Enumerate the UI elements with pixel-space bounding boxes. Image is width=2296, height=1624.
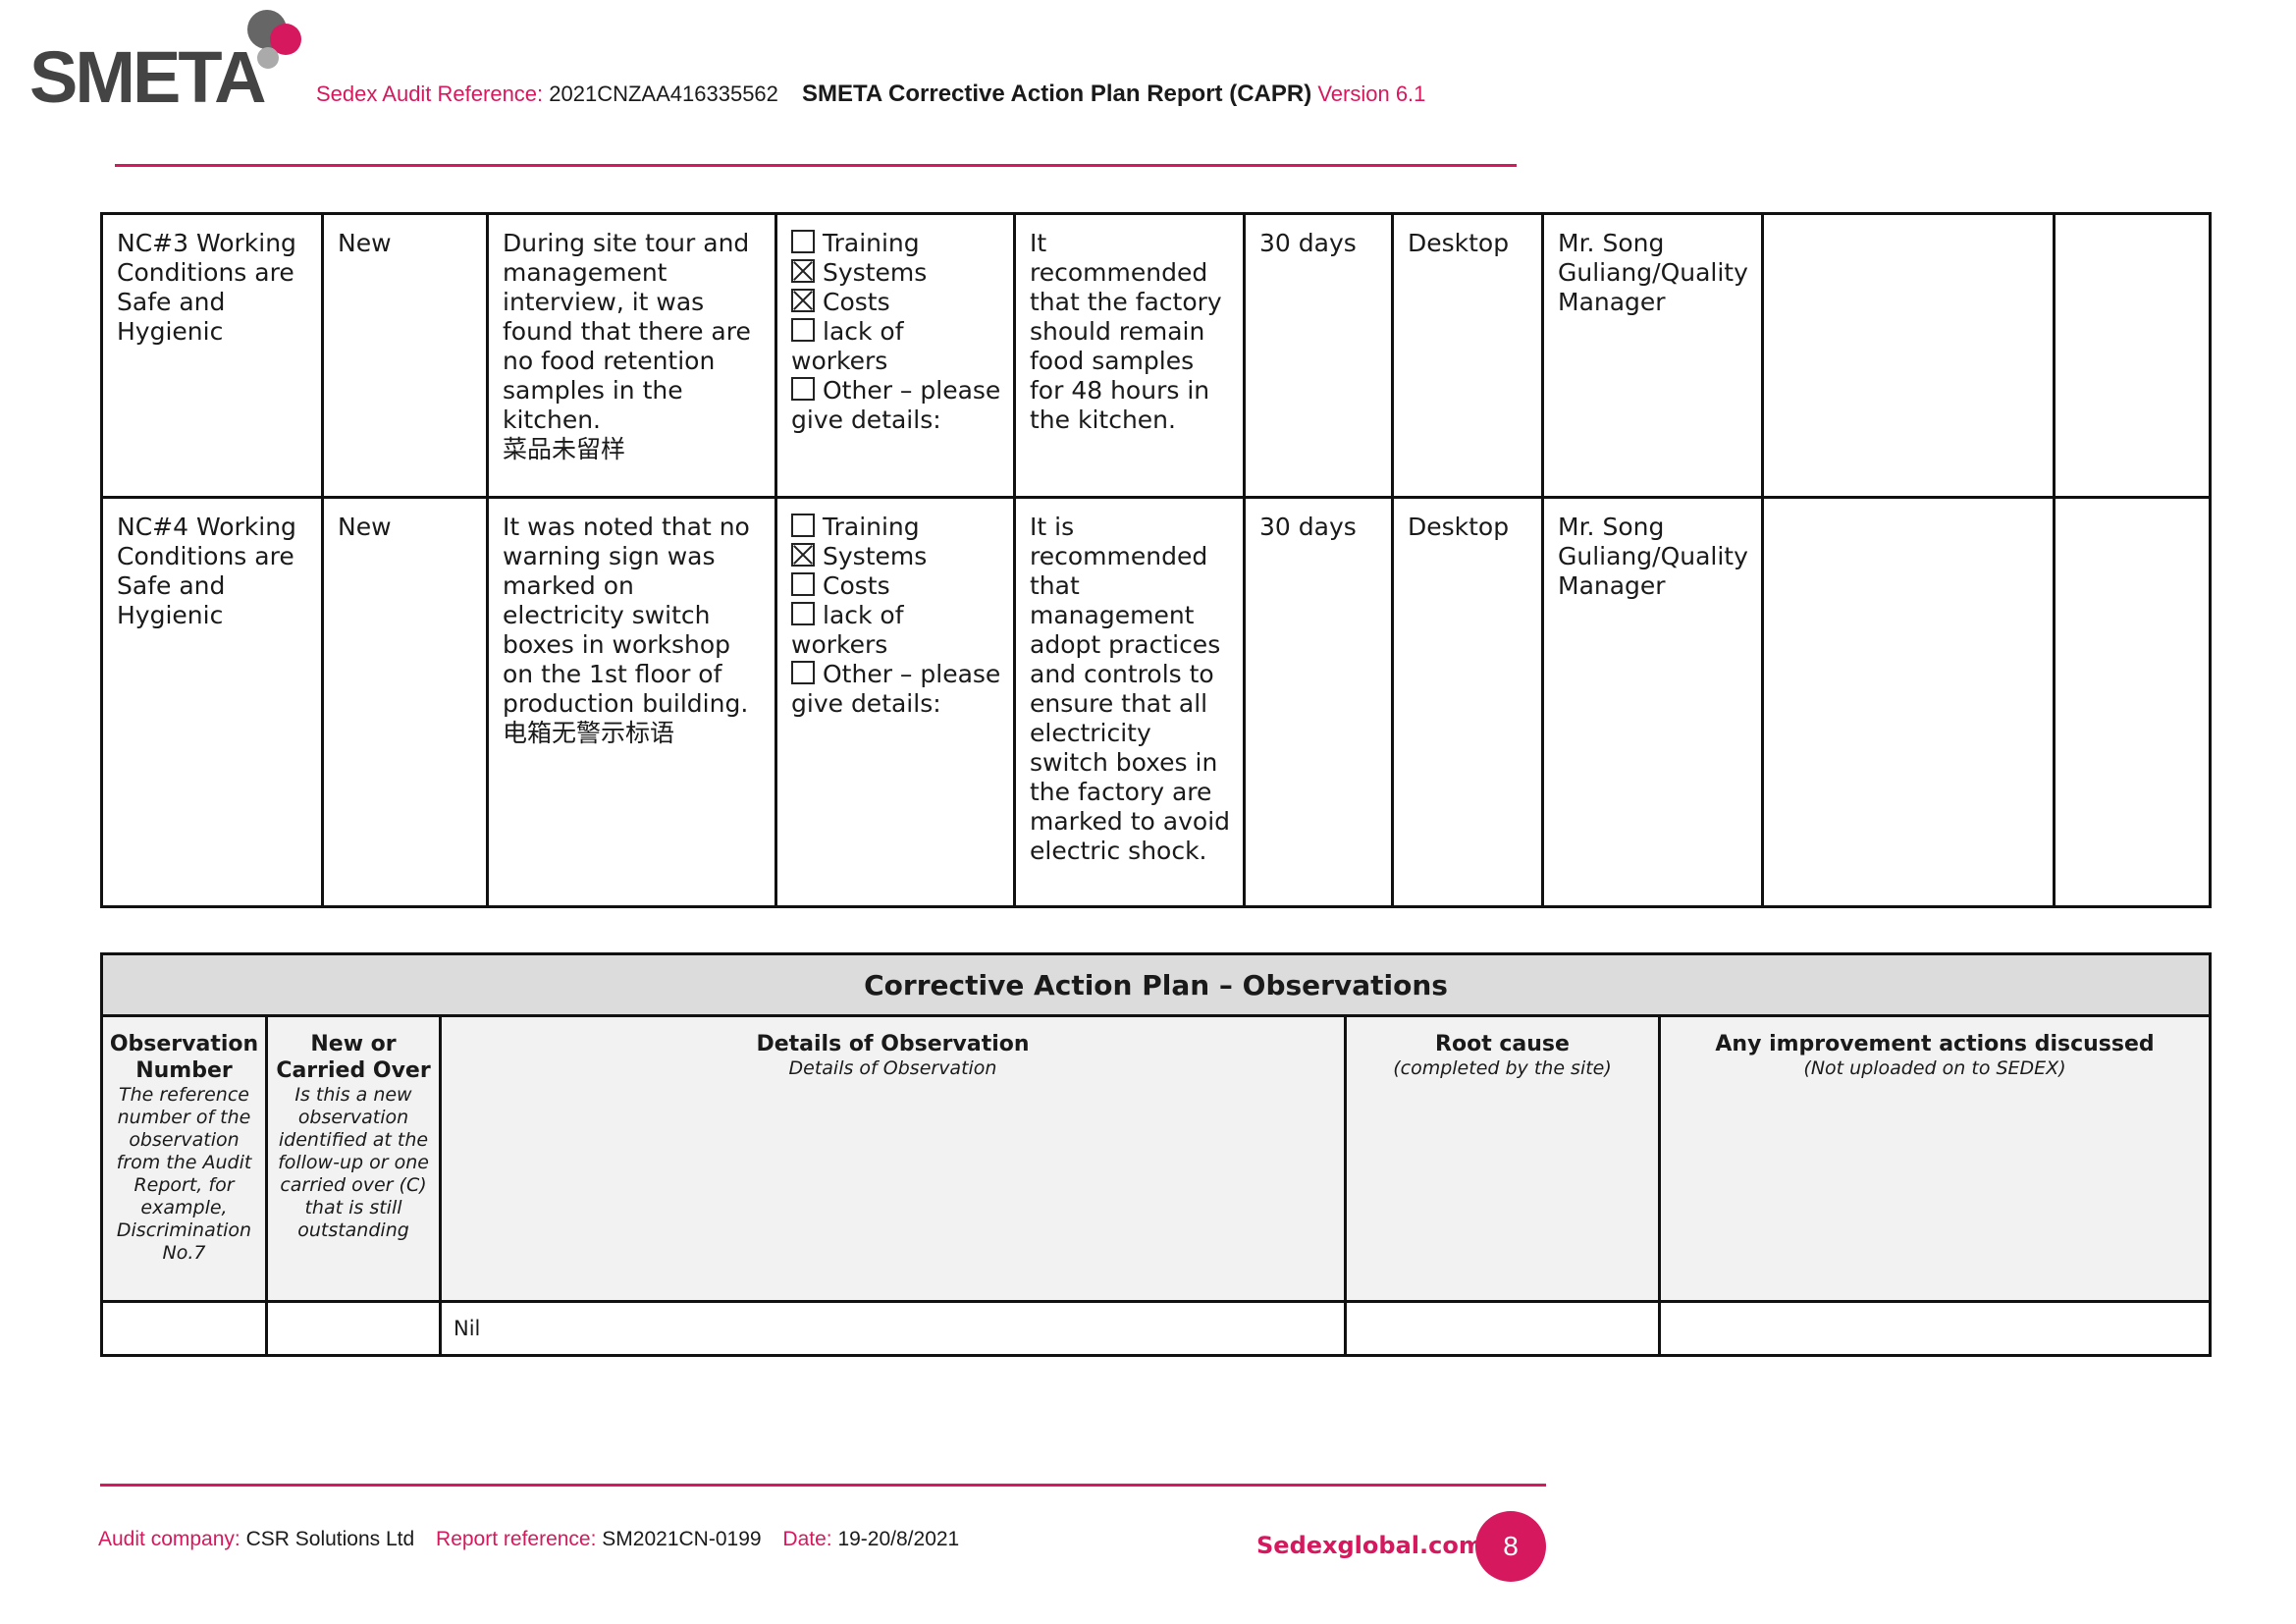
root-cause-option[interactable]: Other – please give details: bbox=[791, 376, 1001, 434]
checkbox-icon[interactable] bbox=[791, 602, 815, 625]
checkbox-icon[interactable] bbox=[791, 318, 815, 342]
root-cause-option[interactable]: Systems bbox=[791, 258, 1001, 288]
non-compliance-table: NC#3 Working Conditions are Safe and Hyg… bbox=[100, 212, 2212, 908]
nc-status: New bbox=[321, 496, 489, 908]
checkbox-icon[interactable] bbox=[791, 514, 815, 537]
sedex-site-link[interactable]: Sedexglobal.com bbox=[1256, 1532, 1483, 1559]
date-value: 19-20/8/2021 bbox=[837, 1528, 960, 1550]
nc-details: During site tour and management intervie… bbox=[486, 212, 777, 499]
footer-info: Audit company: CSR Solutions Ltd Report … bbox=[98, 1528, 959, 1551]
root-cause-option[interactable]: Costs bbox=[791, 571, 1001, 601]
checkbox-icon[interactable] bbox=[791, 543, 815, 567]
nc-responsible: Mr. Song Guliang/Quality Manager bbox=[1541, 212, 1764, 499]
audit-ref-value: 2021CNZAA416335562 bbox=[549, 81, 778, 106]
root-cause-option[interactable]: Other – please give details: bbox=[791, 660, 1001, 718]
observation-cell bbox=[1657, 1300, 2213, 1357]
observation-header: New or Carried Over Is this a new observa… bbox=[265, 1014, 442, 1303]
nc-row: NC#3 Working Conditions are Safe and Hyg… bbox=[100, 212, 2212, 499]
nc-empty-cell bbox=[2053, 496, 2212, 908]
checkbox-icon[interactable] bbox=[791, 661, 815, 684]
root-cause-option[interactable]: Systems bbox=[791, 542, 1001, 571]
version: Version 6.1 bbox=[1317, 81, 1426, 106]
company-value: CSR Solutions Ltd bbox=[245, 1528, 415, 1550]
observation-header: Observation Number The reference number o… bbox=[100, 1014, 268, 1303]
nc-timescale: 30 days bbox=[1243, 496, 1394, 908]
nc-status: New bbox=[321, 212, 489, 499]
nc-verification: Desktop bbox=[1391, 212, 1544, 499]
header-divider bbox=[115, 164, 1517, 167]
page-number: 8 bbox=[1475, 1511, 1546, 1582]
checkbox-icon[interactable] bbox=[791, 289, 815, 312]
nc-empty-cell bbox=[1761, 496, 2056, 908]
observation-header: Any improvement actions discussed (Not up… bbox=[1657, 1014, 2213, 1303]
smeta-logo: SMETA bbox=[29, 10, 314, 118]
report-ref-value: SM2021CN-0199 bbox=[602, 1528, 762, 1550]
root-cause-option[interactable]: lack of workers bbox=[791, 601, 904, 659]
checkbox-icon[interactable] bbox=[791, 377, 815, 401]
footer-divider bbox=[100, 1484, 1546, 1487]
observations-header-row: Observation Number The reference number o… bbox=[100, 1014, 2213, 1303]
observations-table: Corrective Action Plan – Observations Ob… bbox=[99, 952, 2213, 1357]
date-label: Date: bbox=[782, 1528, 832, 1550]
checkbox-icon[interactable] bbox=[791, 572, 815, 596]
report-title: SMETA Corrective Action Plan Report (CAP… bbox=[802, 81, 1312, 107]
nc-timescale: 30 days bbox=[1243, 212, 1394, 499]
audit-ref-label: Sedex Audit Reference: bbox=[316, 81, 544, 106]
nc-reference: NC#4 Working Conditions are Safe and Hyg… bbox=[100, 496, 324, 908]
nc-recommendation: It is recommended that management adopt … bbox=[1013, 496, 1246, 908]
nc-empty-cell bbox=[2053, 212, 2212, 499]
nc-root-cause: Training Systems Costs lack of workers Other… bbox=[774, 212, 1016, 499]
nc-responsible: Mr. Song Guliang/Quality Manager bbox=[1541, 496, 1764, 908]
checkbox-icon[interactable] bbox=[791, 230, 815, 253]
nc-details: It was noted that no warning sign was ma… bbox=[486, 496, 777, 908]
root-cause-option[interactable]: Costs bbox=[791, 288, 1001, 317]
observation-row: Nil bbox=[100, 1300, 2213, 1357]
observation-header: Details of Observation Details of Observa… bbox=[439, 1014, 1347, 1303]
root-cause-option[interactable]: Training bbox=[791, 229, 1001, 258]
nc-reference: NC#3 Working Conditions are Safe and Hyg… bbox=[100, 212, 324, 499]
observation-cell bbox=[100, 1300, 268, 1357]
root-cause-option[interactable]: Training bbox=[791, 513, 1001, 542]
nc-empty-cell bbox=[1761, 212, 2056, 499]
nc-recommendation: It recommended that the factory should r… bbox=[1013, 212, 1246, 499]
observation-cell: Nil bbox=[439, 1300, 1347, 1357]
report-ref-label: Report reference: bbox=[436, 1528, 597, 1550]
observation-cell bbox=[1344, 1300, 1661, 1357]
company-label: Audit company: bbox=[98, 1528, 240, 1550]
observation-cell bbox=[265, 1300, 442, 1357]
nc-verification: Desktop bbox=[1391, 496, 1544, 908]
header-line: Sedex Audit Reference: 2021CNZAA41633556… bbox=[316, 81, 1425, 108]
nc-row: NC#4 Working Conditions are Safe and Hyg… bbox=[100, 496, 2212, 908]
observations-title: Corrective Action Plan – Observations bbox=[99, 952, 2213, 1017]
observation-header: Root cause (completed by the site) bbox=[1344, 1014, 1661, 1303]
nc-root-cause: Training Systems Costs lack of workers Other… bbox=[774, 496, 1016, 908]
checkbox-icon[interactable] bbox=[791, 259, 815, 283]
root-cause-option[interactable]: lack of workers bbox=[791, 317, 904, 375]
